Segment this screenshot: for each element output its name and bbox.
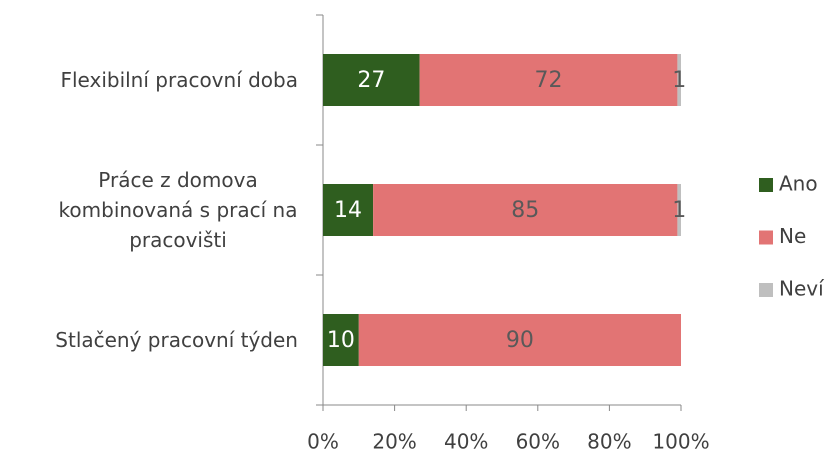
bar-segment	[419, 54, 678, 106]
x-tick-label: 100%	[652, 430, 709, 454]
legend-swatch	[759, 230, 773, 245]
legend-swatch	[759, 283, 773, 297]
category-label: Stlačený pracovní týden	[55, 328, 298, 352]
bar-segment	[677, 54, 681, 106]
x-tick-label: 60%	[516, 430, 560, 454]
x-tick-label: 20%	[372, 430, 416, 454]
data-label: 1	[672, 198, 686, 223]
data-label: 72	[535, 68, 563, 93]
legend-label: Ano	[779, 172, 818, 196]
x-tick-label: 40%	[444, 430, 488, 454]
x-tick-label: 0%	[307, 430, 339, 454]
bar-segment	[323, 54, 420, 106]
data-label: 1	[672, 68, 686, 93]
bar-segment	[323, 314, 359, 366]
data-label: 10	[327, 328, 355, 353]
legend-label: Ne	[779, 224, 806, 248]
bar-segment	[677, 184, 681, 236]
data-label: 85	[511, 198, 539, 223]
category-label: Flexibilní pracovní doba	[60, 68, 298, 92]
x-tick-label: 80%	[587, 430, 631, 454]
bar-segment	[358, 314, 681, 366]
bar-segment	[373, 184, 678, 236]
bar-segment	[323, 184, 374, 236]
data-label: 90	[506, 328, 534, 353]
data-label: 27	[357, 68, 385, 93]
legend-swatch	[759, 178, 773, 192]
data-label: 14	[334, 198, 362, 223]
legend-label: Neví	[779, 277, 825, 301]
category-label: Práce z domova kombinovaná s prací na pr…	[58, 168, 298, 252]
